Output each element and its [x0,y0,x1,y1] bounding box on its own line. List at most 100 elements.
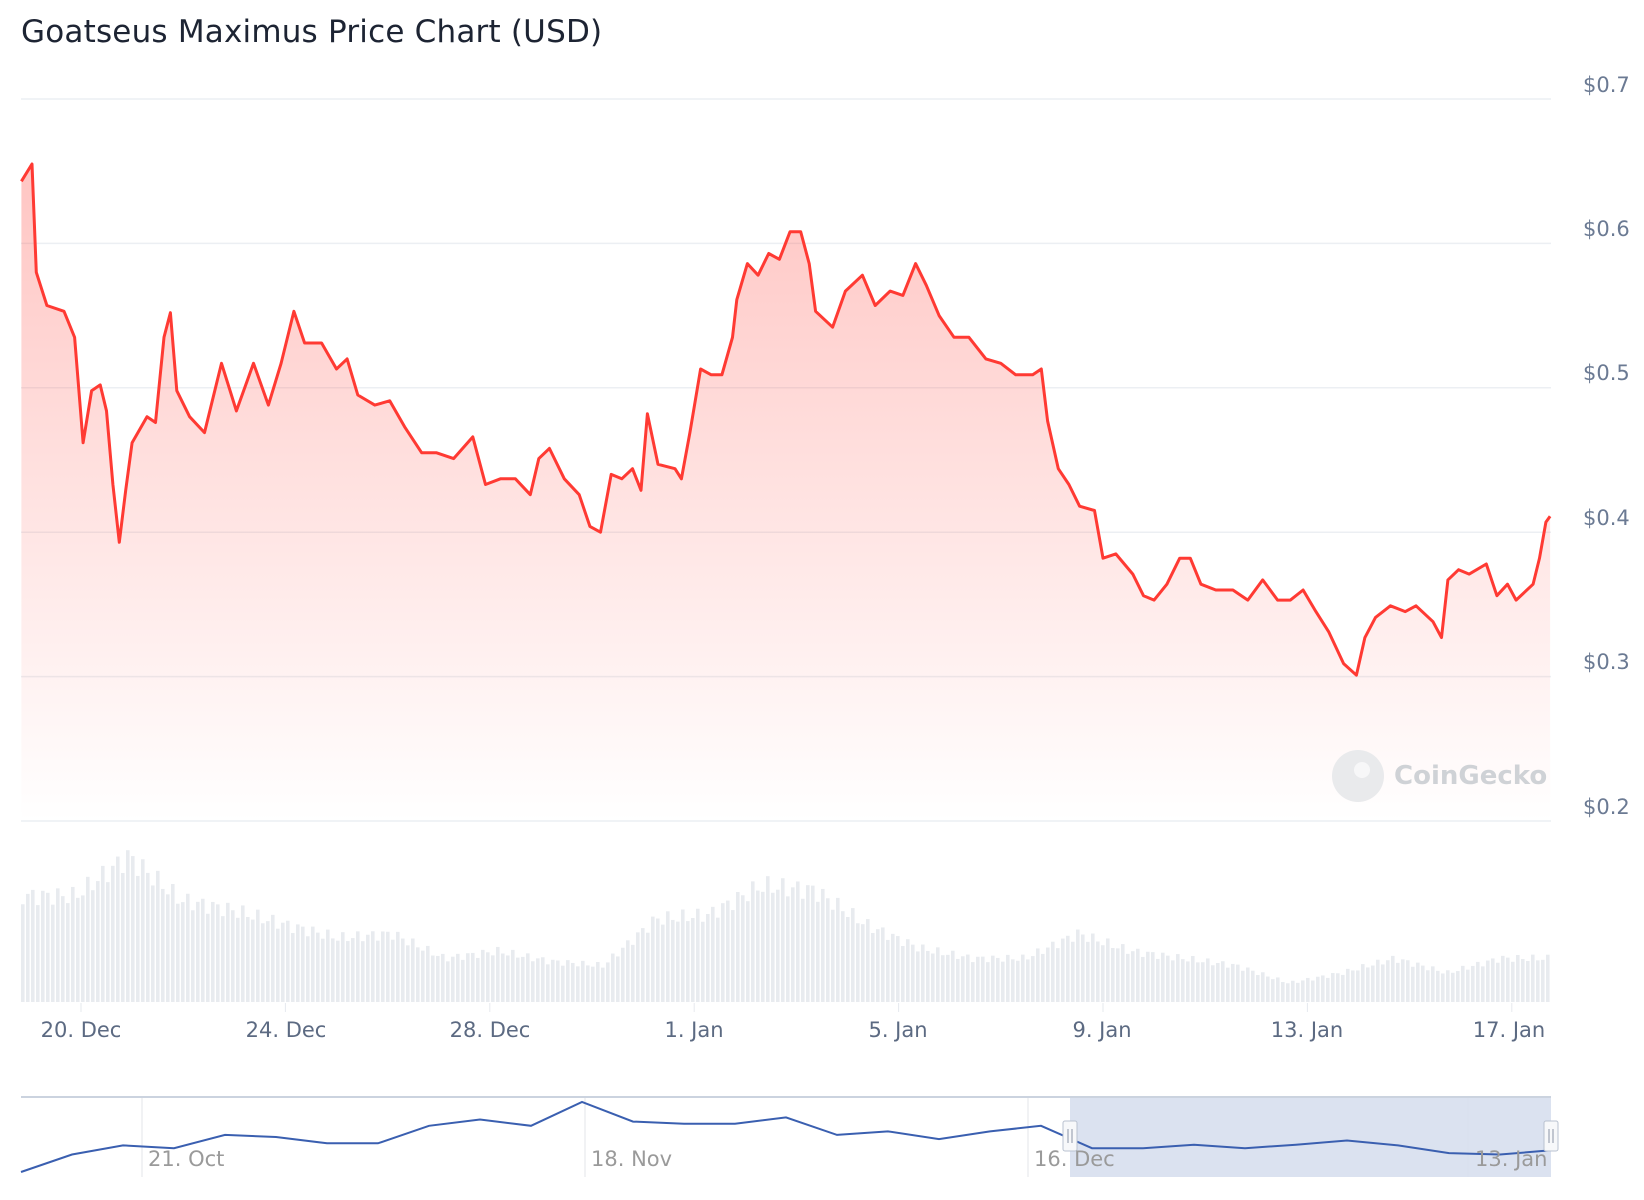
volume-bar [821,888,825,1002]
volume-bar [1441,973,1445,1002]
volume-bar [1141,956,1145,1002]
volume-bar [661,924,665,1002]
volume-bar [1286,983,1290,1002]
price-point [162,335,166,339]
price-point [117,540,121,544]
volume-bar [246,917,250,1002]
volume-bar [731,910,735,1002]
volume-bar [466,953,470,1002]
volume-bar [716,917,720,1002]
volume-bar [156,870,160,1002]
volume-bar [181,902,185,1002]
volume-bar [1216,963,1220,1002]
price-point [860,273,864,277]
volume-bar [1301,980,1305,1002]
price-point [756,273,760,277]
price-point [124,488,128,492]
volume-bar [611,953,615,1002]
volume-bar [1436,970,1440,1002]
volume-bar [1281,982,1285,1002]
volume-bar [211,901,215,1002]
volume-bar [1081,934,1085,1002]
price-point [435,451,439,455]
volume-bar [1111,947,1115,1002]
volume-bar [111,865,115,1002]
volume-bar [841,911,845,1002]
price-point [1188,556,1192,560]
volume-bar [186,893,190,1002]
price-point [1152,598,1156,602]
volume-bar [896,936,900,1002]
y-tick-label: $0.3 [1583,650,1630,674]
price-point [98,383,102,387]
volume-bar [1276,977,1280,1002]
price-point [1484,562,1488,566]
price-point [731,335,735,339]
price-point [90,389,94,393]
volume-bar [1246,967,1250,1002]
navigator-selection[interactable] [1070,1097,1551,1177]
volume-bar [206,913,210,1002]
handle-body[interactable] [1543,1120,1559,1152]
price-point [1548,514,1552,518]
price-point [303,341,307,345]
volume-bar [1316,976,1320,1002]
volume-bar [1116,948,1120,1002]
price-point [345,357,349,361]
price-point [62,309,66,313]
price-point [547,446,551,450]
volume-bar [301,926,305,1002]
volume-bar [551,959,555,1002]
volume-bar [1516,955,1520,1002]
price-point [888,289,892,293]
volume-bar [141,859,145,1002]
volume-bar [1166,955,1170,1002]
volume-bar [761,891,765,1002]
volume-bar [1526,960,1530,1002]
volume-bar [86,876,90,1002]
price-point [105,409,109,413]
volume-bar [146,872,150,1002]
volume-bar [56,888,60,1002]
navigator-handle-right[interactable] [1543,1120,1559,1152]
navigator-handle-left[interactable] [1062,1120,1078,1152]
handle-body[interactable] [1062,1120,1078,1152]
volume-bar [476,957,480,1002]
y-tick-label: $0.7 [1583,73,1630,97]
price-point [320,341,324,345]
volume-bar [1256,975,1260,1002]
volume-bar [571,962,575,1002]
price-point [688,431,692,435]
volume-bar [566,960,570,1002]
navigator-label: 18. Nov [591,1147,673,1171]
volume-bar [1481,966,1485,1002]
price-point [1327,630,1331,634]
volume-bar [1056,948,1060,1002]
volume-bar [506,955,510,1002]
volume-bar [1426,970,1430,1002]
volume-bar [91,890,95,1002]
volume-bar [116,856,120,1002]
volume-bar [891,933,895,1002]
price-point [799,230,803,234]
price-point [335,367,339,371]
price-point [266,403,270,407]
price-point [1214,588,1218,592]
price-point [1246,598,1250,602]
x-tick-label: 9. Jan [1072,1018,1132,1042]
volume-bar [296,924,300,1002]
price-point [967,335,971,339]
price-point [154,420,158,424]
volume-bar [1501,955,1505,1002]
volume-bar [26,893,30,1002]
price-point [1531,582,1535,586]
volume-bar [981,956,985,1002]
volume-bar [126,850,130,1002]
volume-bar [946,954,950,1002]
volume-bar [1336,973,1340,1002]
price-point [45,303,49,307]
volume-bar [886,939,890,1002]
volume-bar [391,939,395,1002]
volume-bar [681,909,685,1002]
